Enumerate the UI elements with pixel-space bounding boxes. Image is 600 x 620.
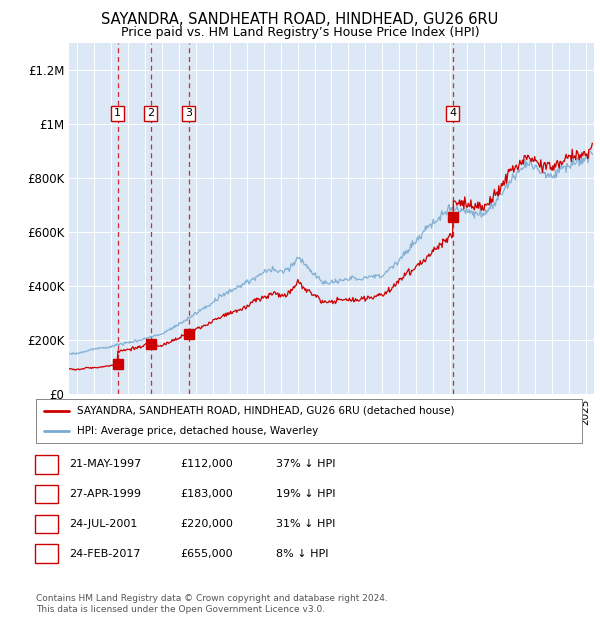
Text: £183,000: £183,000 (180, 489, 233, 499)
Text: £220,000: £220,000 (180, 519, 233, 529)
Text: Price paid vs. HM Land Registry’s House Price Index (HPI): Price paid vs. HM Land Registry’s House … (121, 26, 479, 39)
Text: Contains HM Land Registry data © Crown copyright and database right 2024.: Contains HM Land Registry data © Crown c… (36, 594, 388, 603)
Text: 21-MAY-1997: 21-MAY-1997 (69, 459, 141, 469)
Text: 31% ↓ HPI: 31% ↓ HPI (276, 519, 335, 529)
Text: 19% ↓ HPI: 19% ↓ HPI (276, 489, 335, 499)
Text: 37% ↓ HPI: 37% ↓ HPI (276, 459, 335, 469)
Text: 4: 4 (449, 108, 456, 118)
Text: 1: 1 (43, 459, 50, 469)
Text: 1: 1 (114, 108, 121, 118)
Text: 3: 3 (43, 519, 50, 529)
Text: This data is licensed under the Open Government Licence v3.0.: This data is licensed under the Open Gov… (36, 604, 325, 614)
Text: £655,000: £655,000 (180, 549, 233, 559)
Text: HPI: Average price, detached house, Waverley: HPI: Average price, detached house, Wave… (77, 426, 318, 436)
Text: 2: 2 (147, 108, 154, 118)
Text: 3: 3 (185, 108, 192, 118)
Text: 4: 4 (43, 549, 50, 559)
Text: SAYANDRA, SANDHEATH ROAD, HINDHEAD, GU26 6RU (detached house): SAYANDRA, SANDHEATH ROAD, HINDHEAD, GU26… (77, 405, 454, 416)
Text: £112,000: £112,000 (180, 459, 233, 469)
Text: 2: 2 (43, 489, 50, 499)
Text: 8% ↓ HPI: 8% ↓ HPI (276, 549, 329, 559)
Text: SAYANDRA, SANDHEATH ROAD, HINDHEAD, GU26 6RU: SAYANDRA, SANDHEATH ROAD, HINDHEAD, GU26… (101, 12, 499, 27)
Text: 24-JUL-2001: 24-JUL-2001 (69, 519, 137, 529)
Text: 24-FEB-2017: 24-FEB-2017 (69, 549, 140, 559)
Text: 27-APR-1999: 27-APR-1999 (69, 489, 141, 499)
